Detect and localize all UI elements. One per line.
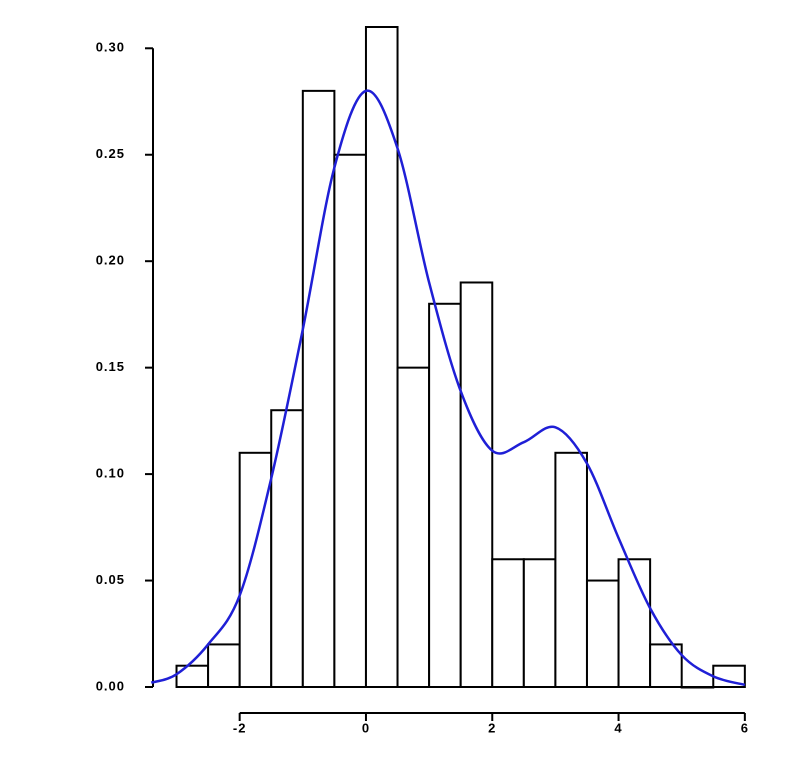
bar [522,558,557,688]
bar [617,558,652,688]
x-tick-label: 2 [488,720,496,735]
bar [459,281,494,688]
bar [491,558,525,688]
y-tick-label: 0.10 [96,466,125,481]
x-tick-label: 0 [362,720,370,735]
bar [207,643,241,689]
bar [428,302,462,688]
bar [270,409,304,688]
bar [301,89,336,688]
bar [585,579,620,689]
bar [649,643,683,689]
y-tick-label: 0.30 [96,40,125,55]
y-tick-label: 0.05 [96,572,125,587]
bar [333,153,367,688]
y-tick-label: 0.25 [96,146,125,161]
y-tick-label: 0.15 [96,359,125,374]
bar [175,664,210,688]
bar [396,366,431,688]
bar [680,686,715,689]
bar [364,26,399,688]
density-curve [150,89,746,687]
x-tick-label: 6 [741,720,749,735]
y-tick-label: 0.20 [96,253,125,268]
x-tick-label: 4 [614,720,622,735]
y-tick-label: 0.00 [96,678,125,693]
bar [554,451,588,688]
x-tick-label: -2 [233,720,247,735]
bar [238,451,273,688]
